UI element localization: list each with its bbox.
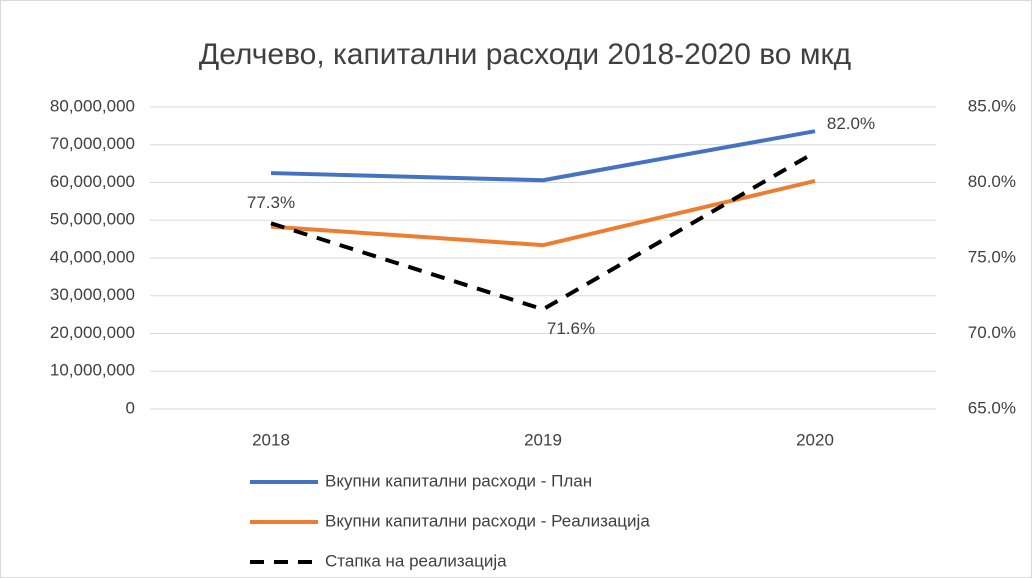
chart-title: Делчево, капитални расходи 2018-2020 во …	[199, 38, 851, 71]
y-tick-label: 50,000,000	[50, 210, 135, 229]
data-label: 77.3%	[247, 193, 295, 212]
y2-tick-label: 80.0%	[968, 172, 1016, 191]
y-tick-label: 20,000,000	[50, 323, 135, 342]
legend-label: Вкупни капитални расходи - План	[325, 471, 592, 490]
y-tick-label: 40,000,000	[50, 247, 135, 266]
y-tick-label: 10,000,000	[50, 361, 135, 380]
series-line	[270, 129, 816, 183]
y2-tick-label: 70.0%	[968, 323, 1016, 342]
y2-tick-label: 65.0%	[968, 398, 1016, 417]
x-tick-label: 2019	[524, 430, 562, 449]
data-label: 82.0%	[827, 114, 875, 133]
y-tick-label: 0	[126, 398, 135, 417]
legend-label: Стапка на реализација	[325, 551, 507, 570]
y2-tick-label: 85.0%	[968, 96, 1016, 115]
y-tick-label: 80,000,000	[50, 96, 135, 115]
x-tick-label: 2020	[796, 430, 834, 449]
y-tick-label: 60,000,000	[50, 172, 135, 191]
series-line	[270, 179, 816, 248]
data-label: 71.6%	[547, 319, 595, 338]
y-tick-label: 70,000,000	[50, 134, 135, 153]
y2-tick-label: 75.0%	[968, 247, 1016, 266]
legend-label: Вкупни капитални расходи - Реализација	[325, 511, 650, 530]
x-tick-label: 2018	[252, 430, 290, 449]
y-tick-label: 30,000,000	[50, 285, 135, 304]
